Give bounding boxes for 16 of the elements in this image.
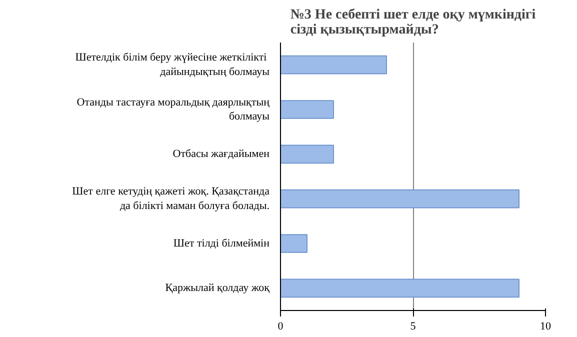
bar [280,189,520,208]
bar [280,55,387,74]
bar [280,234,308,253]
x-tick-label: 0 [278,320,284,332]
y-tick-label: Отанды тастауға моральдық даярлықтың болмауы [76,96,270,123]
y-tick-label: Шетелдік білім беру жүйесіне жеткілікті дайындықтың болмауы [75,52,270,78]
x-tick-label: 5 [410,320,416,332]
bar [280,100,334,119]
y-tick-label: Шет елге кетудің қажеті жоқ. Қазақстанда да білікті маман болуға болады. [72,186,270,212]
y-tick-label: Отбасы жағдайымен [172,148,270,160]
bar [280,278,520,298]
y-tick-label: Шет тілді білмеймін [173,238,270,250]
y-tick-label: Қаржылай қолдау жоқ [165,282,270,294]
x-tick-label: 10 [540,320,552,332]
chart-title: №3 Не себепті шет елде оқу мүмкіндігі сізді қызықтырмайды? [290,8,536,38]
bar [280,144,334,164]
